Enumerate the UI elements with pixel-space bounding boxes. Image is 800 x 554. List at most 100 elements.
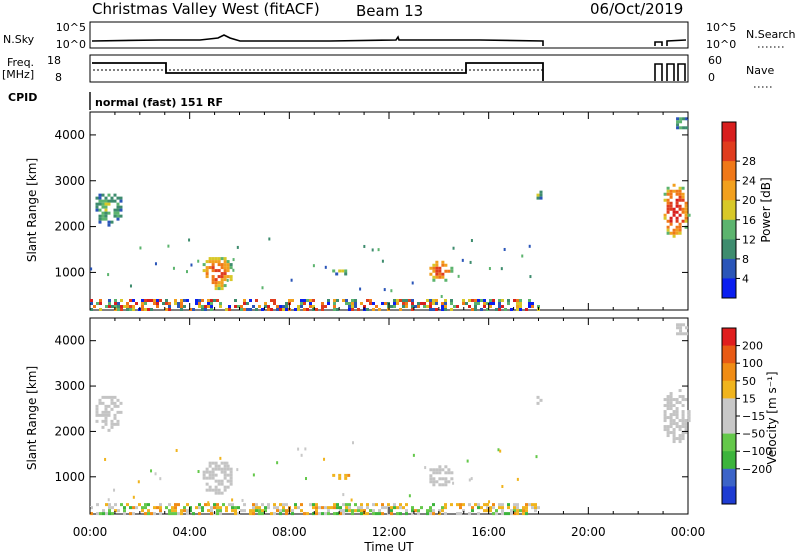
echo-cell: [678, 225, 682, 229]
echo-cell: [229, 275, 233, 279]
echo-cell: [417, 509, 420, 513]
echo-cell: [678, 192, 682, 196]
echo-cell: [217, 467, 221, 471]
echo-cell: [504, 512, 507, 516]
echo-cell: [104, 395, 108, 399]
echo-cell: [180, 308, 183, 311]
echo-cell: [447, 468, 451, 472]
echo-cell: [104, 205, 108, 209]
echo-cell: [226, 266, 230, 270]
echo-cell: [107, 428, 111, 432]
echo-cell: [516, 503, 519, 507]
echo-cell: [681, 207, 685, 211]
echo-cell: [279, 509, 282, 513]
echo-cell: [381, 512, 384, 516]
echo-cell: [678, 195, 682, 199]
echo-cell: [223, 467, 227, 471]
echo-cell: [684, 422, 688, 426]
x-tick-label: 00:00: [671, 525, 706, 539]
echo-cell: [116, 398, 120, 402]
echo-cell: [197, 259, 200, 263]
echo-cell: [324, 305, 327, 308]
echo-cell: [267, 308, 270, 311]
echo-cell: [246, 302, 249, 305]
echo-cell: [501, 506, 504, 510]
echo-cell: [205, 470, 209, 474]
echo-cell: [432, 503, 435, 507]
echo-cell: [488, 267, 491, 271]
echo-cell: [144, 503, 147, 507]
echo-cell: [536, 401, 540, 405]
echo-cell: [240, 308, 243, 311]
echo-cell: [237, 305, 240, 308]
echo-cell: [669, 195, 673, 199]
echo-cell: [663, 425, 667, 429]
echo-cell: [480, 506, 483, 510]
echo-cell: [205, 272, 209, 276]
echo-cell: [252, 509, 255, 513]
echo-cell: [252, 305, 255, 308]
echo-cell: [201, 305, 204, 308]
echo-cell: [204, 305, 207, 308]
echo-cell: [291, 509, 294, 513]
echo-cell: [186, 512, 189, 516]
echo-cell: [444, 506, 447, 510]
echo-cell: [351, 509, 354, 513]
echo-cell: [503, 247, 506, 251]
echo-cell: [666, 431, 670, 435]
echo-cell: [675, 198, 679, 202]
echo-cell: [243, 509, 246, 513]
echo-cell: [99, 302, 102, 305]
y-tick-label: 1000: [54, 470, 85, 484]
echo-cell: [110, 196, 114, 200]
echo-cell: [123, 512, 126, 516]
echo-cell: [113, 214, 117, 218]
echo-cell: [429, 308, 432, 311]
echo-cell: [98, 214, 102, 218]
echo-cell: [444, 299, 447, 302]
echo-cell: [687, 413, 691, 417]
echo-cell: [243, 299, 246, 302]
echo-cell: [678, 389, 682, 393]
echo-cell: [465, 302, 468, 305]
echo-cell: [222, 503, 225, 507]
echo-cell: [90, 512, 93, 516]
echo-cell: [411, 305, 414, 308]
echo-cell: [525, 308, 528, 311]
echo-cell: [432, 263, 436, 267]
velocity-colorbar-label: Velocity [m s⁻¹]: [765, 371, 779, 464]
echo-cell: [537, 506, 540, 510]
echo-cell: [417, 512, 420, 516]
echo-cell: [679, 323, 683, 327]
x-tick-label: 12:00: [372, 525, 407, 539]
echo-cell: [669, 419, 673, 423]
echo-cell: [536, 193, 540, 197]
echo-cell: [462, 509, 465, 513]
echo-cell: [453, 305, 456, 308]
echo-cell: [258, 506, 261, 510]
echo-cell: [342, 512, 345, 516]
echo-cell: [684, 398, 688, 402]
echo-cell: [104, 457, 107, 461]
echo-cell: [369, 302, 372, 305]
echo-cell: [210, 509, 213, 513]
echo-cell: [381, 302, 384, 305]
echo-cell: [183, 305, 186, 308]
echo-cell: [498, 308, 501, 311]
echo-cell: [217, 491, 221, 495]
echo-cell: [333, 308, 336, 311]
echo-cell: [132, 299, 135, 302]
echo-cell: [198, 305, 201, 308]
echo-cell: [495, 512, 498, 516]
echo-cell: [672, 231, 676, 235]
time-axis-labels: 00:00 04:00 08:00 12:00 16:00 20:00 00:00: [73, 525, 706, 539]
echo-cell: [108, 506, 111, 510]
echo-cell: [675, 189, 679, 193]
echo-cell: [210, 506, 213, 510]
echo-cell: [432, 512, 435, 516]
echo-cell: [351, 305, 354, 308]
echo-cell: [669, 404, 673, 408]
echo-cell: [333, 506, 336, 510]
echo-cell: [219, 506, 222, 510]
colorbar-segment: [722, 161, 736, 182]
